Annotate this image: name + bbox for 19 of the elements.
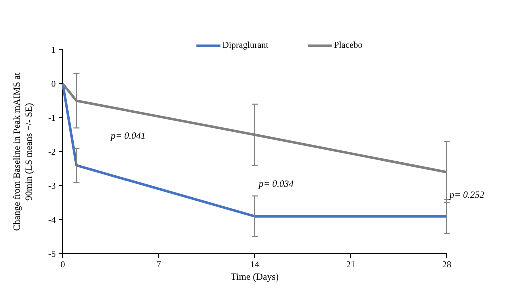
y-axis-title: Change from Baseline in Peak mAIMS at 90min (LS means +/- SE) [13,72,35,232]
annotation: p= 0.252 [448,191,485,202]
x-tick-label: 7 [156,259,162,270]
x-tick-label: 28 [442,259,452,270]
y-tick-label: 1 [52,44,56,55]
y-tick-label: -2 [48,146,56,157]
y-tick-label: -4 [48,214,56,225]
legend-label: Placebo [334,40,364,50]
annotation: p= 0.041 [110,132,146,142]
x-axis-title: Time (Days) [231,273,279,283]
y-tick-label: 0 [52,78,56,89]
x-tick-label: 14 [250,259,260,270]
y-tick-label: -1 [48,112,56,123]
y-tick-label: -5 [48,248,56,259]
y-tick-label: -3 [48,180,56,191]
annotation: p= 0.034 [258,180,294,190]
legend-label: Dipraglurant [222,40,270,50]
x-tick-label: 21 [346,259,356,270]
x-tick-label: 0 [60,259,66,270]
